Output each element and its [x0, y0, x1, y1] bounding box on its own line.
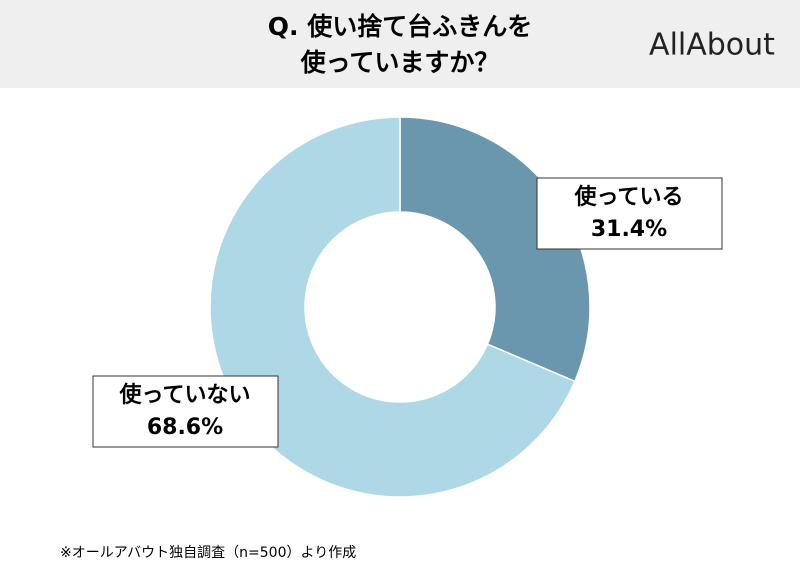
chart-title: 使っていますか？	[300, 48, 500, 77]
header-band	[0, 0, 800, 88]
donut-slice	[209, 116, 576, 498]
label-box	[536, 177, 723, 250]
slice-value-label: 68.6%	[147, 415, 223, 440]
slice-category-label: 使っている	[574, 185, 684, 210]
chart-title: Q. 使い捨て台ふきんを	[268, 12, 532, 41]
slice-value-label: 31.4%	[591, 217, 667, 242]
logo: AllAbout	[649, 28, 775, 63]
slice-category-label: 使っていない	[119, 383, 251, 408]
label-box	[92, 375, 279, 448]
source-note: ※オールアバウト独自調査（n=500）より作成	[60, 545, 356, 561]
